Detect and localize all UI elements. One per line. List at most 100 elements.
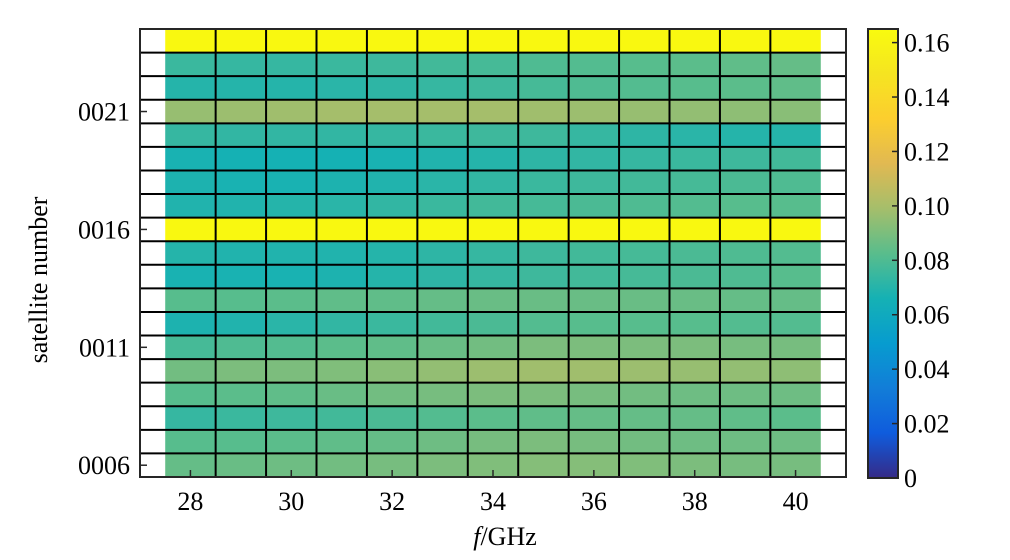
heatmap-cell [165,382,216,407]
heatmap-cell [770,76,821,100]
heatmap-cell [669,29,720,53]
heatmap-cell [568,170,620,195]
heatmap-cell [165,264,216,289]
heatmap-cell [770,99,821,124]
heatmap-cell [316,123,367,147]
heatmap-cell [619,123,670,147]
heatmap-cell [518,382,569,407]
heatmap-cell [316,453,367,477]
heatmap-cell [467,123,519,147]
heatmap-cell [568,359,620,383]
heatmap-cell [215,99,267,124]
heatmap-cell [316,429,367,454]
heatmap-cell [316,241,367,265]
heatmap-cell [215,429,267,454]
heatmap-cell [719,288,771,312]
heatmap-cell [366,170,418,195]
heatmap-cell [669,99,720,124]
heatmap-cell [568,99,620,124]
heatmap-cell [467,311,519,336]
heatmap-cell [165,99,216,124]
heatmap-cell [266,406,317,430]
heatmap-cell [417,429,468,454]
heatmap-cell [366,146,418,171]
heatmap-cell [770,359,821,383]
heatmap-cell [568,194,620,218]
heatmap-cell [266,359,317,383]
heatmap-cell [266,311,317,336]
heatmap-cell [165,311,216,336]
heatmap-cell [619,382,670,407]
heatmap-cell [568,382,620,407]
heatmap-cell [215,264,267,289]
heatmap-cell [266,264,317,289]
heatmap-cell [669,170,720,195]
heatmap-cell [366,123,418,147]
heatmap-cell [518,311,569,336]
heatmap-cell [770,217,821,242]
colorbar-tick-label: 0.16 [904,29,950,58]
colorbar-ticks: 0 0.02 0.04 0.06 0.08 0.10 0.12 0.14 0.16 [892,29,950,493]
heatmap-cell [467,359,519,383]
heatmap-cell [669,406,720,430]
heatmap-cell [770,406,821,430]
heatmap-cell [467,170,519,195]
heatmap-cell [417,359,468,383]
heatmap-cell [719,406,771,430]
heatmap-cell [770,170,821,195]
heatmap-cell [669,146,720,171]
heatmap-cell [619,406,670,430]
heatmap-cell [215,52,267,77]
heatmap-cell [366,429,418,454]
heatmap-cell [669,123,720,147]
heatmap-cell [366,406,418,430]
heatmap-cell [417,382,468,407]
heatmap-cell [165,288,216,312]
heatmap-cell [467,146,519,171]
heatmap-cell [215,288,267,312]
colorbar-tick-label: 0.02 [904,410,950,439]
y-tick-label: 0016 [78,215,130,244]
x-tick-label: 34 [480,487,506,516]
heatmap-cell [568,429,620,454]
heatmap-cell [316,217,367,242]
heatmap-cell [316,99,367,124]
colorbar-gradient [867,28,899,479]
heatmap-cell [366,99,418,124]
heatmap-cell [619,29,670,53]
heatmap-cell [215,194,267,218]
cell-borders [140,29,846,477]
heatmap-cell [366,359,418,383]
heatmap-cell [669,359,720,383]
heatmap-cell [467,217,519,242]
heatmap-cell [619,311,670,336]
heatmap-cell [568,335,620,360]
heatmap-cell [165,52,216,77]
heatmap-cell [417,99,468,124]
heatmap-cell [165,241,216,265]
heatmap-cell [518,99,569,124]
heatmap-cell [266,170,317,195]
heatmap-cell [215,217,267,242]
colorbar-tick-label: 0.08 [904,246,950,275]
heatmap-cell [316,194,367,218]
heatmap-cell [568,288,620,312]
heatmap-cell [165,453,216,477]
heatmap-cell [417,123,468,147]
heatmap-cell [215,359,267,383]
heatmap-cell [719,146,771,171]
heatmap-cell [266,217,317,242]
heatmap-cell [518,429,569,454]
heatmap-cell [619,359,670,383]
heatmap-cell [719,382,771,407]
heatmap-cell [266,241,317,265]
heatmap-cell [619,241,670,265]
x-axis-label-italic: f [473,522,484,551]
heatmap-cell [467,241,519,265]
heatmap-cell [719,29,771,53]
heatmap-cell [215,406,267,430]
heatmap-cell [316,311,367,336]
heatmap-cell [669,264,720,289]
heatmap-cell [619,99,670,124]
